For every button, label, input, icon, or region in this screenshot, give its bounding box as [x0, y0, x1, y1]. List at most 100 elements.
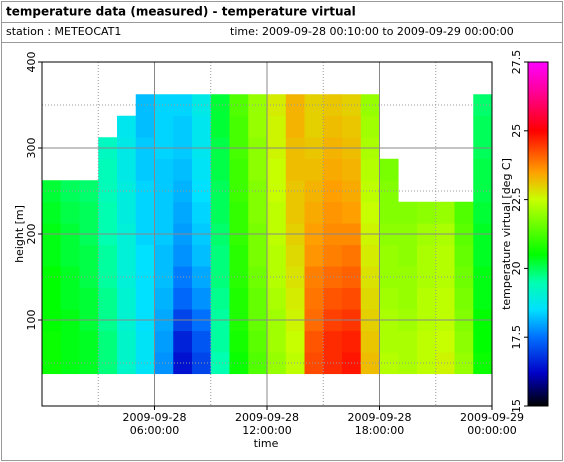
heat-cell	[60, 244, 80, 267]
heat-cell	[210, 266, 230, 289]
heat-cell	[435, 266, 455, 289]
heat-cell	[135, 266, 155, 289]
heat-cell	[267, 287, 287, 310]
heat-cell	[379, 158, 399, 181]
heat-cell	[473, 94, 493, 117]
heat-cell	[135, 287, 155, 310]
heat-cell	[135, 201, 155, 224]
colorbar-tick-label: 25	[510, 124, 523, 138]
heat-cell	[210, 158, 230, 181]
heat-cell	[379, 201, 399, 224]
heat-cell	[323, 115, 343, 138]
heat-cell	[473, 330, 493, 353]
x-tick-label: 2009-09-29 00:00:00	[460, 411, 524, 437]
heat-cell	[248, 266, 268, 289]
heat-cell	[323, 158, 343, 181]
heat-cell	[210, 352, 230, 375]
heat-cell	[229, 287, 249, 310]
heat-cell	[154, 330, 174, 353]
heat-cell	[304, 352, 324, 375]
heat-cell	[192, 287, 212, 310]
heat-cell	[173, 158, 193, 181]
heat-cell	[342, 244, 362, 267]
heat-cell	[248, 287, 268, 310]
heat-cell	[435, 244, 455, 267]
heat-cell	[154, 115, 174, 138]
heat-cell	[154, 266, 174, 289]
heat-cell	[60, 330, 80, 353]
heat-cell	[323, 94, 343, 117]
colorbar-label: temperature virtual [deg C]	[500, 158, 513, 310]
heat-cell	[79, 330, 99, 353]
heat-cell	[267, 244, 287, 267]
heat-cell	[360, 244, 380, 267]
heat-cell	[42, 201, 62, 224]
heat-cell	[192, 244, 212, 267]
heat-cell	[285, 94, 305, 117]
heat-cell	[304, 201, 324, 224]
heat-cell	[135, 115, 155, 138]
heat-cell	[285, 352, 305, 375]
heat-cell	[229, 180, 249, 203]
heat-cell	[285, 330, 305, 353]
heat-cell	[323, 352, 343, 375]
heat-cell	[304, 287, 324, 310]
heat-cell	[210, 180, 230, 203]
heat-cell	[304, 330, 324, 353]
heat-cell	[173, 94, 193, 117]
x-tick-label: 2009-09-28 06:00:00	[122, 411, 187, 437]
heat-cell	[285, 266, 305, 289]
heat-cell	[342, 158, 362, 181]
heat-cell	[60, 180, 80, 203]
heat-cell	[79, 201, 99, 224]
heat-cell	[210, 94, 230, 117]
station: station : METEOCAT1	[6, 25, 121, 38]
heat-cell	[248, 352, 268, 375]
heat-cell	[417, 330, 437, 353]
heat-cell	[360, 94, 380, 117]
heat-cell	[154, 180, 174, 203]
heat-cell	[398, 287, 418, 310]
heat-cell	[98, 244, 118, 267]
heat-cell	[473, 352, 493, 375]
heat-cell	[304, 244, 324, 267]
heat-cell	[60, 287, 80, 310]
heat-cell	[210, 287, 230, 310]
chart-title: temperature data (measured) - temperatur…	[6, 5, 356, 19]
heat-cell	[379, 287, 399, 310]
heat-cell	[173, 330, 193, 353]
heat-cell	[154, 244, 174, 267]
heat-cell	[473, 201, 493, 224]
heat-cell	[454, 244, 474, 267]
heat-cell	[60, 201, 80, 224]
heat-cell	[417, 287, 437, 310]
heat-cell	[435, 330, 455, 353]
heat-cell	[285, 115, 305, 138]
heat-cell	[285, 201, 305, 224]
heat-cell	[360, 352, 380, 375]
x-tick-label: 2009-09-28 18:00:00	[347, 411, 412, 437]
heat-cell	[154, 158, 174, 181]
heat-cell	[173, 287, 193, 310]
heat-cell	[117, 115, 137, 138]
heat-cell	[98, 158, 118, 181]
heat-cell	[135, 94, 155, 117]
heat-cell	[285, 287, 305, 310]
heat-cell	[417, 201, 437, 224]
heat-cell	[304, 158, 324, 181]
heat-cell	[98, 330, 118, 353]
heat-cell	[304, 115, 324, 138]
heat-cell	[42, 244, 62, 267]
heat-cell	[248, 115, 268, 138]
heat-cell	[248, 330, 268, 353]
heat-cell	[379, 330, 399, 353]
heat-cell	[360, 180, 380, 203]
heat-cell	[229, 330, 249, 353]
heat-cell	[117, 287, 137, 310]
heat-cell	[435, 352, 455, 375]
heat-cell	[248, 244, 268, 267]
heat-cell	[323, 244, 343, 267]
heat-cell	[229, 115, 249, 138]
heat-cell	[173, 352, 193, 375]
